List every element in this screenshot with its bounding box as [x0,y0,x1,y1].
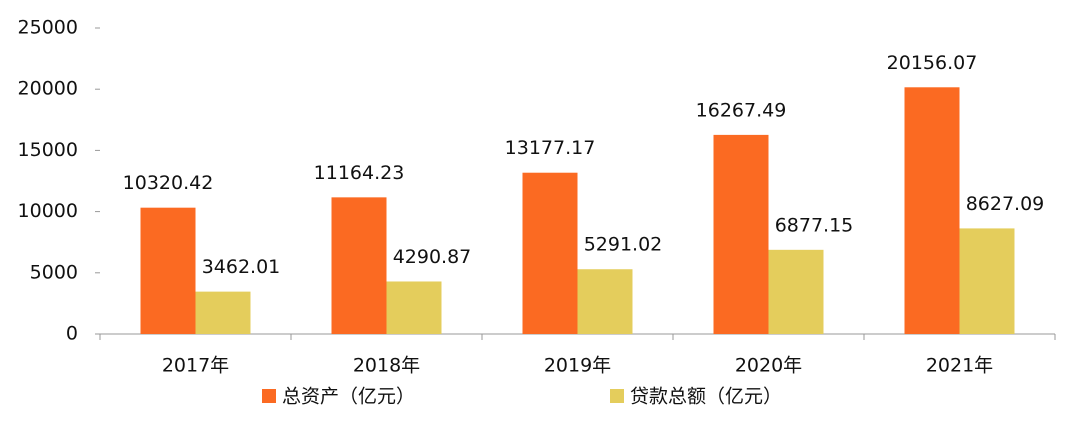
data-label: 11164.23 [314,162,405,184]
data-label: 20156.07 [887,52,978,74]
legend-swatch [262,389,276,403]
data-label: 13177.17 [505,137,596,159]
data-label: 6877.15 [775,214,854,236]
x-tick-label: 2017年 [162,355,229,377]
legend-label: 总资产（亿元） [282,386,415,408]
data-label: 16267.49 [696,99,787,121]
data-label: 5291.02 [584,234,663,256]
y-tick-label: 10000 [18,200,78,222]
bar [195,291,251,334]
bar [386,281,442,334]
y-tick-label: 0 [66,323,78,345]
bar [713,134,769,334]
y-tick-label: 25000 [18,17,78,39]
legend-swatch [610,389,624,403]
data-label: 4290.87 [393,246,472,268]
bar [140,207,196,334]
data-label: 10320.42 [123,172,214,194]
y-tick-label: 15000 [18,139,78,161]
bar [768,249,824,334]
x-tick-label: 2021年 [926,355,993,377]
x-tick-label: 2019年 [544,355,611,377]
bar [904,87,960,334]
y-tick-label: 20000 [18,78,78,100]
x-tick-label: 2020年 [735,355,802,377]
bar [522,172,578,334]
bar [959,228,1015,334]
legend-label: 贷款总额（亿元） [630,386,782,408]
bar [577,269,633,334]
data-label: 8627.09 [966,193,1045,215]
data-label: 3462.01 [202,256,281,278]
x-tick-label: 2018年 [353,355,420,377]
bar [331,197,387,334]
y-tick-label: 5000 [30,261,78,283]
